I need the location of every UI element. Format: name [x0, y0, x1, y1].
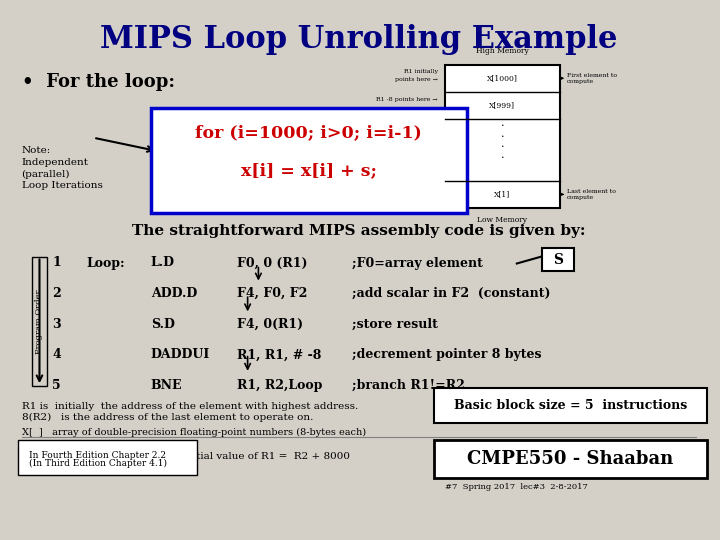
Text: CMPE550 - Shaaban: CMPE550 - Shaaban [467, 450, 674, 468]
Bar [445, 65, 560, 208]
Text: •  For the loop:: • For the loop: [22, 73, 174, 91]
Text: ;decrement pointer 8 bytes: ;decrement pointer 8 bytes [351, 348, 541, 361]
Text: R1 -8 points here →: R1 -8 points here → [377, 97, 438, 103]
Text: (In Third Edition Chapter 4.1): (In Third Edition Chapter 4.1) [29, 459, 167, 468]
Text: X[999]: X[999] [490, 102, 516, 109]
Text: The straightforward MIPS assembly code is given by:: The straightforward MIPS assembly code i… [132, 224, 585, 238]
FancyBboxPatch shape [434, 440, 707, 478]
Text: R1, R1, # -8: R1, R1, # -8 [237, 348, 321, 361]
Text: First element to
compute: First element to compute [567, 73, 617, 84]
Text: .: . [500, 150, 504, 160]
Text: BNE: BNE [150, 379, 182, 392]
Text: 5: 5 [53, 379, 61, 392]
Text: Last element to
compute: Last element to compute [567, 189, 616, 200]
FancyBboxPatch shape [542, 248, 575, 271]
FancyBboxPatch shape [434, 388, 707, 423]
Text: MIPS Loop Unrolling Example: MIPS Loop Unrolling Example [100, 24, 618, 55]
Text: X[1]: X[1] [495, 191, 510, 198]
Text: S.D: S.D [150, 318, 175, 330]
Text: High Memory: High Memory [476, 48, 528, 55]
Text: DADDUI: DADDUI [150, 348, 210, 361]
Text: R2 +8 points here →: R2 +8 points here → [373, 185, 438, 190]
Text: S: S [554, 253, 564, 267]
Text: points here →: points here → [395, 77, 438, 83]
Text: F4, F0, F2: F4, F0, F2 [237, 287, 307, 300]
Text: ;F0=array element: ;F0=array element [351, 256, 482, 269]
Text: R1 initially: R1 initially [404, 69, 438, 74]
Text: X[1000]: X[1000] [487, 75, 518, 82]
Text: X[  ]   array of double-precision floating-point numbers (8-bytes each): X[ ] array of double-precision floating-… [22, 428, 366, 437]
Bar [32, 256, 47, 386]
Text: ;branch R1!=R2: ;branch R1!=R2 [351, 379, 464, 392]
Text: .: . [500, 139, 504, 150]
Text: .: . [500, 118, 504, 128]
Text: In Fourth Edition Chapter 2.2: In Fourth Edition Chapter 2.2 [29, 451, 166, 460]
Text: ;add scalar in F2  (constant): ;add scalar in F2 (constant) [351, 287, 550, 300]
Text: F0, 0 (R1): F0, 0 (R1) [237, 256, 307, 269]
Text: 1: 1 [53, 256, 61, 269]
Text: Initial value of R1 =  R2 + 8000: Initial value of R1 = R2 + 8000 [181, 452, 350, 461]
Text: 4: 4 [53, 348, 61, 361]
Text: for (i=1000; i>0; i=i-1): for (i=1000; i>0; i=i-1) [195, 124, 422, 141]
Text: R2 points here →: R2 points here → [384, 199, 438, 204]
Text: 3: 3 [53, 318, 61, 330]
Text: #7  Spring 2017  lec#3  2-8-2017: #7 Spring 2017 lec#3 2-8-2017 [446, 483, 588, 491]
Text: .: . [500, 129, 504, 139]
Text: Note:
Independent
(parallel)
Loop Iterations: Note: Independent (parallel) Loop Iterat… [22, 146, 102, 191]
Text: ADD.D: ADD.D [150, 287, 197, 300]
Text: R1, R2,Loop: R1, R2,Loop [237, 379, 323, 392]
Text: Program Order: Program Order [35, 289, 43, 354]
Text: ;store result: ;store result [351, 318, 438, 330]
Text: Basic block size = 5  instructions: Basic block size = 5 instructions [454, 399, 688, 412]
Text: 8(R2)   is the address of the last element to operate on.: 8(R2) is the address of the last element… [22, 413, 313, 422]
Text: x[i] = x[i] + s;: x[i] = x[i] + s; [240, 161, 377, 179]
Text: L.D: L.D [150, 256, 175, 269]
FancyBboxPatch shape [18, 440, 197, 475]
Text: R1 is  initially  the address of the element with highest address.: R1 is initially the address of the eleme… [22, 402, 358, 411]
Text: Loop:: Loop: [86, 256, 125, 269]
Text: 2: 2 [53, 287, 61, 300]
Text: F4, 0(R1): F4, 0(R1) [237, 318, 303, 330]
Text: Low Memory: Low Memory [477, 216, 528, 224]
FancyBboxPatch shape [150, 108, 467, 213]
